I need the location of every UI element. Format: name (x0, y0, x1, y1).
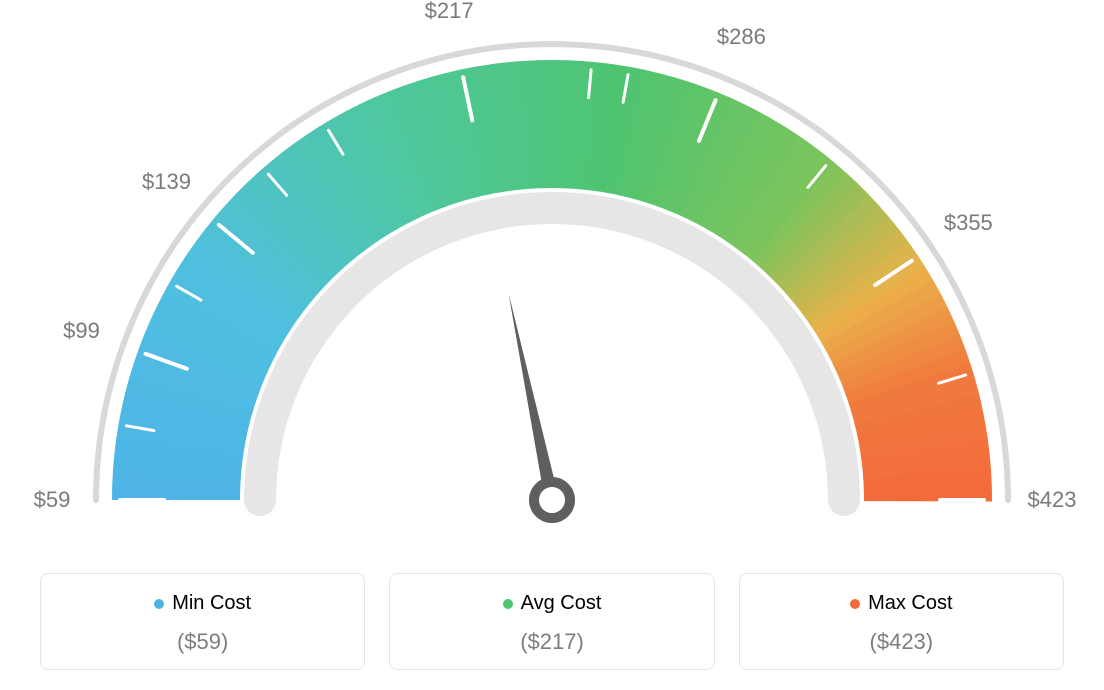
legend-label-avg: Avg Cost (521, 592, 602, 615)
legend-card-min: Min Cost ($59) (40, 573, 365, 670)
gauge-tick-label: $59 (34, 487, 71, 513)
legend-row: Min Cost ($59) Avg Cost ($217) Max Cost … (40, 573, 1064, 670)
gauge-tick-label: $99 (63, 318, 100, 344)
gauge-tick-label: $286 (717, 24, 766, 50)
legend-value-min: ($59) (51, 629, 354, 655)
cost-gauge-chart: $59 $99 $139 $217 $286 $355 $423 Min Cost ($59… (0, 0, 1104, 690)
legend-title-min: Min Cost (154, 592, 251, 615)
legend-title-max: Max Cost (850, 592, 952, 615)
gauge-tick-label: $423 (1028, 487, 1077, 513)
legend-dot-avg (503, 599, 513, 609)
gauge-area: $59 $99 $139 $217 $286 $355 $423 (0, 0, 1104, 560)
legend-value-avg: ($217) (400, 629, 703, 655)
legend-label-max: Max Cost (868, 592, 952, 615)
gauge-tick-label: $217 (425, 0, 474, 24)
legend-card-avg: Avg Cost ($217) (389, 573, 714, 670)
legend-dot-max (850, 599, 860, 609)
gauge-tick-label: $139 (142, 169, 191, 195)
legend-value-max: ($423) (750, 629, 1053, 655)
gauge-tick-label: $355 (944, 210, 993, 236)
legend-dot-min (154, 599, 164, 609)
legend-card-max: Max Cost ($423) (739, 573, 1064, 670)
gauge-svg (0, 0, 1104, 560)
legend-label-min: Min Cost (172, 592, 251, 615)
legend-title-avg: Avg Cost (503, 592, 602, 615)
